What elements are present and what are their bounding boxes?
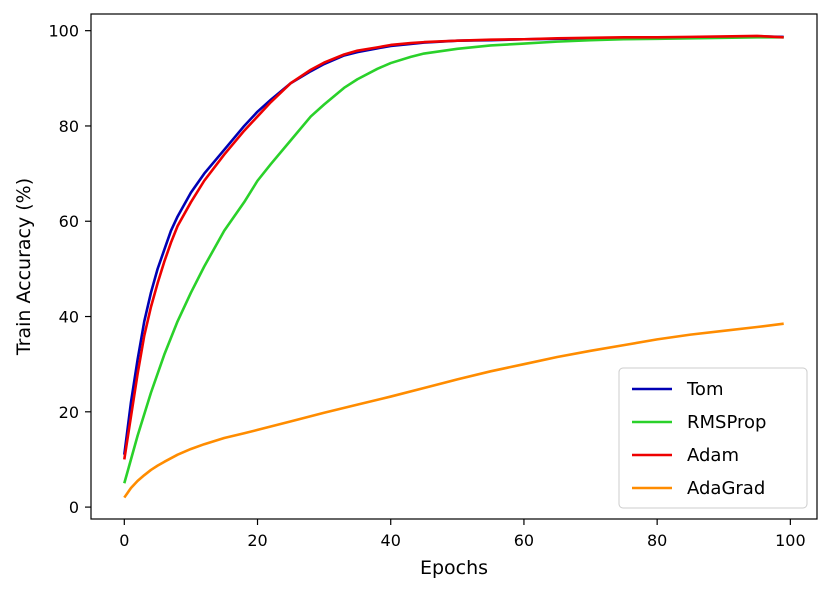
x-tick-label: 60 xyxy=(514,531,534,550)
legend-box xyxy=(618,367,808,509)
y-tick-label: 0 xyxy=(69,498,79,517)
plot-frame xyxy=(90,13,818,520)
plot-lines xyxy=(123,34,784,499)
series-line-adam xyxy=(123,34,784,460)
y-tick-label: 60 xyxy=(59,212,79,231)
y-axis-label: Train Accuracy (%) xyxy=(13,178,35,356)
legend-label-tom: Tom xyxy=(686,379,723,400)
y-tick-label: 40 xyxy=(59,308,79,327)
legend-label-adam: Adam xyxy=(687,445,739,466)
y-axis-ticks: 0 20 40 60 80 100 xyxy=(48,22,91,517)
x-tick-label: 80 xyxy=(647,531,667,550)
legend: Tom RMSProp Adam AdaGrad xyxy=(618,367,808,509)
x-axis-label: Epochs xyxy=(420,557,488,579)
x-axis-ticks: 0 20 40 60 80 100 xyxy=(119,519,806,550)
y-tick-label: 20 xyxy=(59,403,79,422)
x-tick-label: 20 xyxy=(247,531,267,550)
series-line-rmsprop xyxy=(123,36,784,484)
y-tick-label: 80 xyxy=(59,117,79,136)
legend-label-adagrad: AdaGrad xyxy=(687,478,765,499)
legend-label-rmsprop: RMSProp xyxy=(687,412,766,433)
series-line-adagrad xyxy=(123,322,784,499)
x-tick-label: 100 xyxy=(775,531,806,550)
y-tick-label: 100 xyxy=(48,22,79,41)
x-tick-label: 40 xyxy=(381,531,401,550)
x-tick-label: 0 xyxy=(119,531,129,550)
